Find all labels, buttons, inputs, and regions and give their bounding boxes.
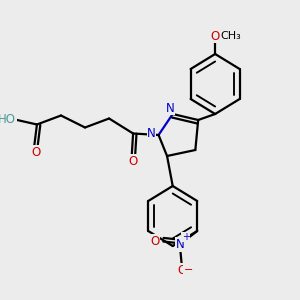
Text: −: − bbox=[184, 265, 194, 275]
Text: O: O bbox=[211, 29, 220, 43]
Text: N: N bbox=[176, 238, 184, 251]
Text: N: N bbox=[147, 127, 156, 140]
Text: O: O bbox=[150, 235, 159, 248]
Text: O: O bbox=[31, 146, 40, 159]
Text: O: O bbox=[177, 263, 186, 277]
Text: O: O bbox=[128, 155, 138, 168]
Text: N: N bbox=[166, 101, 174, 115]
Text: +: + bbox=[182, 232, 190, 242]
Text: CH₃: CH₃ bbox=[220, 31, 241, 41]
Text: HO: HO bbox=[0, 113, 16, 127]
